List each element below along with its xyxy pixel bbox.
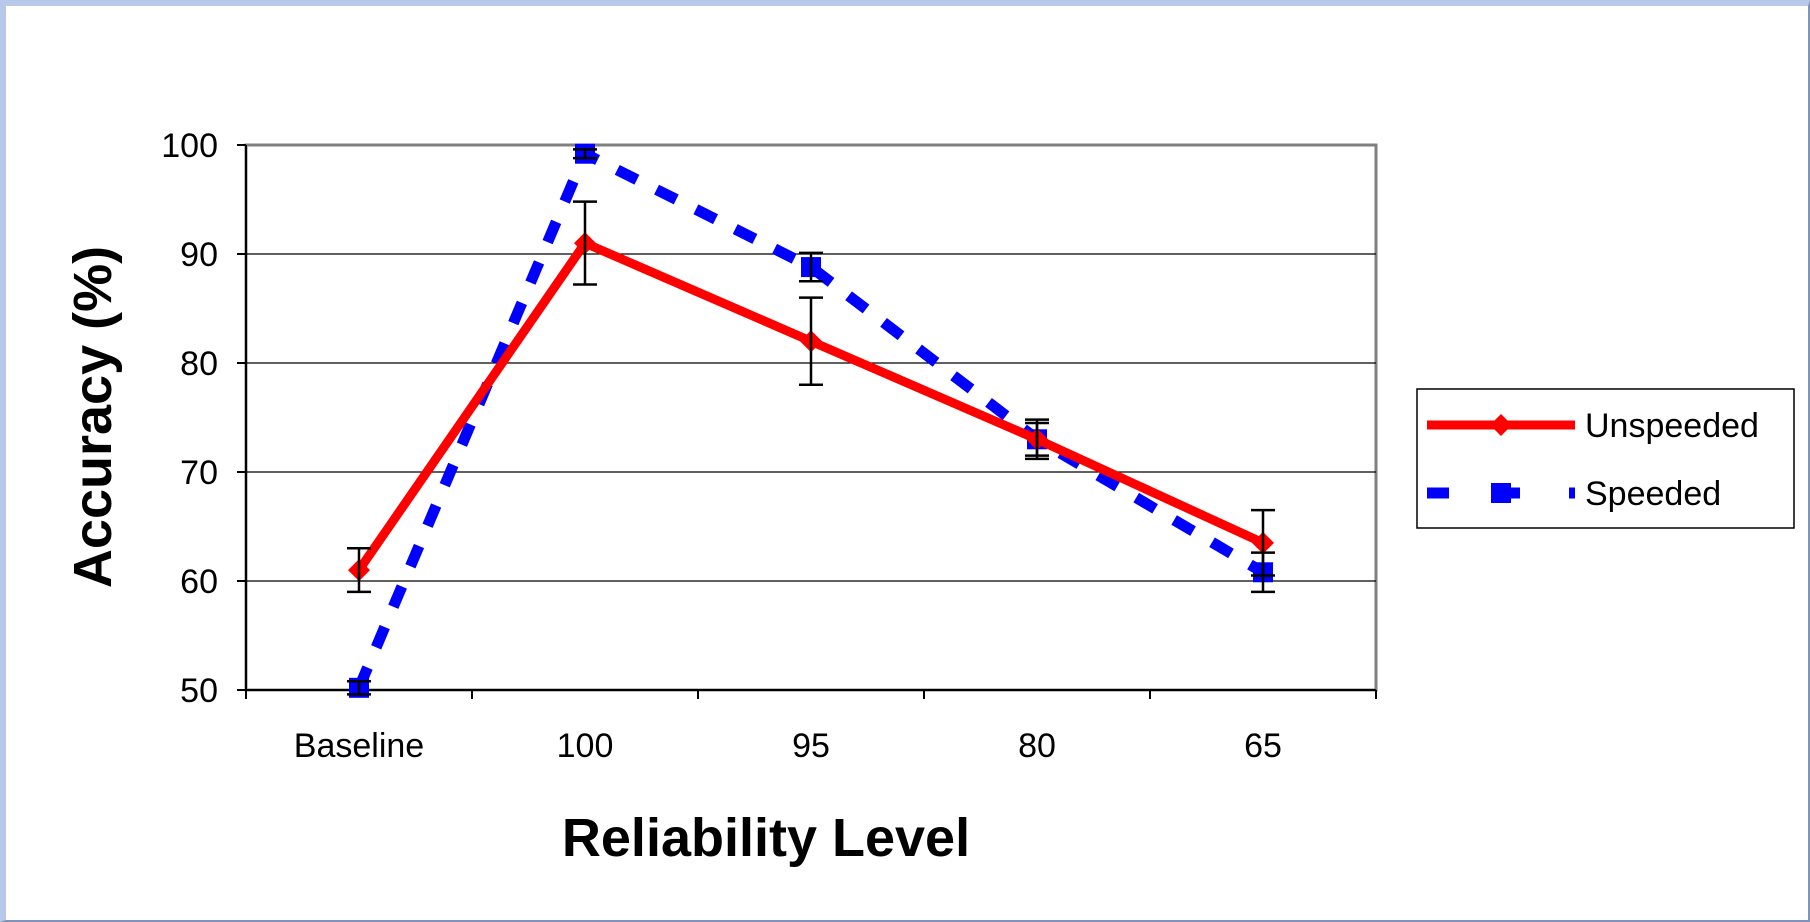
legend-item-unspeeded: Unspeeded: [1427, 407, 1759, 445]
error-bars-speeded: [347, 148, 1275, 696]
series-line: [353, 148, 1266, 690]
legend-box: [1416, 388, 1795, 529]
legend: Unspeeded Speeded: [1416, 388, 1795, 529]
x-tick-label: 95: [792, 727, 830, 765]
y-tick-label: 70: [180, 454, 218, 492]
y-axis-title: Accuracy (%): [63, 246, 123, 588]
diamond-marker: [1490, 414, 1512, 436]
y-tick-label: 60: [180, 563, 218, 601]
y-tick-label: 80: [180, 345, 218, 383]
y-tick-label: 90: [180, 236, 218, 274]
legend-label: Speeded: [1585, 475, 1721, 513]
x-tick-label: 65: [1244, 727, 1282, 765]
square-marker: [1491, 483, 1511, 503]
x-tick-label: 100: [557, 727, 614, 765]
x-tick-label: 80: [1018, 727, 1056, 765]
y-tick-label: 50: [180, 672, 218, 710]
x-tick-label: Baseline: [294, 727, 424, 765]
x-axis-title: Reliability Level: [562, 808, 970, 868]
legend-label: Unspeeded: [1585, 407, 1759, 445]
y-tick-label: 100: [161, 127, 218, 165]
axes: 50 60 70 80 90 100 Baseline 100 95 80 65: [161, 127, 1377, 765]
plot-area: [244, 143, 1378, 692]
legend-item-speeded: Speeded: [1427, 475, 1721, 513]
series: [347, 143, 1275, 698]
